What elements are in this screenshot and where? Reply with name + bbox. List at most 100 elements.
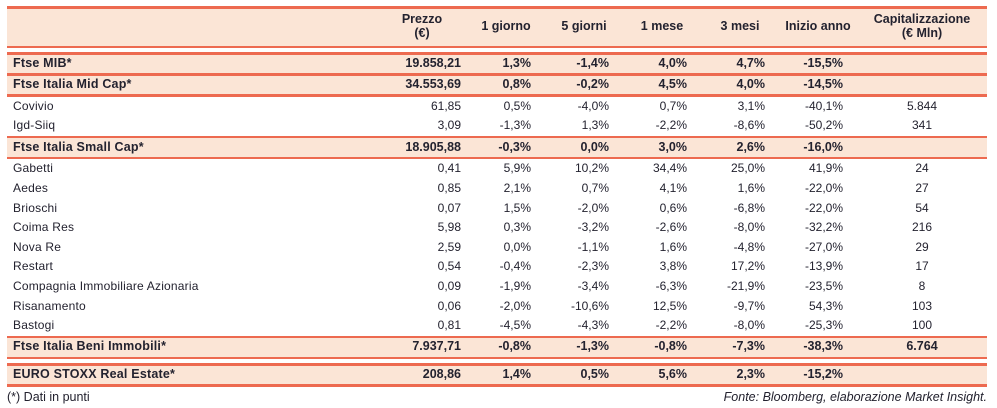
row-prezzo: 0,09 (437, 278, 461, 293)
row-5-giorni: -1,4% (576, 55, 609, 70)
header-capitalizzazione: Capitalizzazione (€ Mln) (857, 9, 987, 46)
row-1-giorno: 1,4% (502, 366, 532, 381)
row-prezzo: 5,98 (437, 220, 461, 235)
stock-row-brioschi: Brioschi 0,07 1,5% -2,0% 0,6% -6,8% -22,… (7, 198, 987, 218)
row-3-mesi: 3,1% (737, 98, 765, 113)
row-prezzo: 34.553,69 (405, 76, 461, 91)
stock-row-restart: Restart 0,54 -0,4% -2,3% 3,8% 17,2% -13,… (7, 257, 987, 277)
header-label: 1 mese (640, 19, 684, 34)
section-gap (7, 359, 987, 364)
row-inizio-anno: -22,0% (804, 200, 843, 215)
row-inizio-anno: -25,3% (804, 318, 843, 333)
row-inizio-anno: -32,2% (804, 220, 843, 235)
row-name: Ftse Italia Small Cap* (13, 139, 144, 154)
row-name: Igd-Siiq (13, 118, 56, 133)
header-sublabel: (€ Mln) (901, 26, 943, 40)
row-1-giorno: 0,8% (502, 76, 532, 91)
header-label: 5 giorni (561, 19, 607, 34)
divider (7, 94, 987, 97)
row-1-giorno: 1,5% (503, 200, 531, 215)
row-3-mesi: 17,2% (730, 259, 765, 274)
row-prezzo: 0,85 (437, 180, 461, 195)
header-label: Capitalizzazione (873, 12, 971, 27)
row-prezzo: 0,07 (437, 200, 461, 215)
row-prezzo: 3,09 (437, 118, 461, 133)
divider (7, 135, 987, 139)
row-inizio-anno: -40,1% (804, 98, 843, 113)
row-1-mese: -2,6% (655, 220, 687, 235)
row-5-giorni: -4,3% (577, 318, 609, 333)
row-3-mesi: 1,6% (737, 180, 765, 195)
row-1-mese: 4,5% (658, 76, 688, 91)
row-inizio-anno: -14,5% (803, 76, 843, 91)
divider (7, 384, 987, 387)
row-1-mese: -2,2% (655, 318, 687, 333)
row-1-mese: 4,0% (658, 55, 688, 70)
row-prezzo: 18.905,88 (405, 139, 461, 154)
row-inizio-anno: -16,0% (803, 139, 843, 154)
index-row-ftse-small-cap: Ftse Italia Small Cap* 18.905,88 -0,3% 0… (7, 138, 987, 157)
row-1-giorno: 1,3% (502, 55, 532, 70)
stock-row-igd-siiq: Igd-Siiq 3,09 -1,3% 1,3% -2,2% -8,6% -50… (7, 116, 987, 136)
row-5-giorni: -3,2% (577, 220, 609, 235)
row-inizio-anno: -22,0% (804, 180, 843, 195)
row-prezzo: 0,06 (437, 298, 461, 313)
divider (7, 356, 987, 360)
row-capitalizzazione: 8 (918, 278, 926, 293)
header-inizio-anno: Inizio anno (779, 9, 857, 46)
row-3-mesi: -6,8% (733, 200, 765, 215)
header-1-mese: 1 mese (623, 9, 701, 46)
row-prezzo: 0,41 (437, 161, 461, 176)
row-name: Aedes (13, 180, 49, 195)
row-capitalizzazione: 100 (911, 318, 933, 333)
row-5-giorni: 10,2% (574, 161, 609, 176)
index-row-ftse-beni-immobili: Ftse Italia Beni Immobili* 7.937,71 -0,8… (7, 338, 987, 357)
header-label: 3 mesi (720, 19, 760, 34)
row-3-mesi: 2,6% (736, 139, 766, 154)
row-1-giorno: -0,3% (498, 139, 531, 154)
row-5-giorni: -10,6% (570, 298, 609, 313)
row-name: Ftse MIB* (13, 55, 72, 70)
row-prezzo: 61,85 (430, 98, 461, 113)
row-name: EURO STOXX Real Estate* (13, 366, 176, 381)
row-1-giorno: -1,3% (499, 118, 531, 133)
row-prezzo: 0,54 (437, 259, 461, 274)
footnote-dati-in-punti: (*) Dati in punti (7, 389, 90, 404)
row-name: Risanamento (13, 298, 86, 313)
stock-row-risanamento: Risanamento 0,06 -2,0% -10,6% 12,5% -9,7… (7, 296, 987, 316)
header-prezzo: Prezzo (€) (377, 9, 467, 46)
row-name: Bastogi (13, 318, 55, 333)
stock-row-gabetti: Gabetti 0,41 5,9% 10,2% 34,4% 25,0% 41,9… (7, 159, 987, 179)
row-3-mesi: -8,6% (733, 118, 765, 133)
row-1-giorno: -1,9% (499, 278, 531, 293)
row-3-mesi: 25,0% (730, 161, 765, 176)
row-name: Ftse Italia Mid Cap* (13, 76, 132, 91)
row-prezzo: 208,86 (422, 366, 461, 381)
stock-row-covivio: Covivio 61,85 0,5% -4,0% 0,7% 3,1% -40,1… (7, 96, 987, 117)
row-3-mesi: -8,0% (733, 318, 765, 333)
row-inizio-anno: -13,9% (804, 259, 843, 274)
row-5-giorni: -0,2% (576, 76, 609, 91)
row-inizio-anno: -50,2% (804, 118, 843, 133)
row-capitalizzazione: 24 (915, 161, 929, 176)
row-inizio-anno: -38,3% (803, 339, 843, 354)
row-5-giorni: -2,3% (577, 259, 609, 274)
row-capitalizzazione: 54 (915, 200, 929, 215)
stock-row-coima-res: Coima Res 5,98 0,3% -3,2% -2,6% -8,0% -3… (7, 217, 987, 238)
row-1-mese: 0,6% (659, 200, 687, 215)
row-1-mese: -6,3% (655, 278, 687, 293)
stock-row-compagnia-immobiliare: Compagnia Immobiliare Azionaria 0,09 -1,… (7, 276, 987, 297)
stock-row-bastogi: Bastogi 0,81 -4,5% -4,3% -2,2% -8,0% -25… (7, 315, 987, 336)
row-name: Compagnia Immobiliare Azionaria (13, 278, 199, 293)
header-5-giorni: 5 giorni (545, 9, 623, 46)
row-capitalizzazione: 17 (915, 259, 929, 274)
row-prezzo: 19.858,21 (405, 55, 461, 70)
row-1-mese: -2,2% (655, 118, 687, 133)
index-row-ftse-mib: Ftse MIB* 19.858,21 1,3% -1,4% 4,0% 4,7%… (7, 54, 987, 73)
row-1-mese: 1,6% (659, 239, 687, 254)
row-5-giorni: -3,4% (577, 278, 609, 293)
divider (7, 73, 987, 76)
row-5-giorni: 0,5% (580, 366, 610, 381)
header-label: Inizio anno (785, 19, 851, 34)
